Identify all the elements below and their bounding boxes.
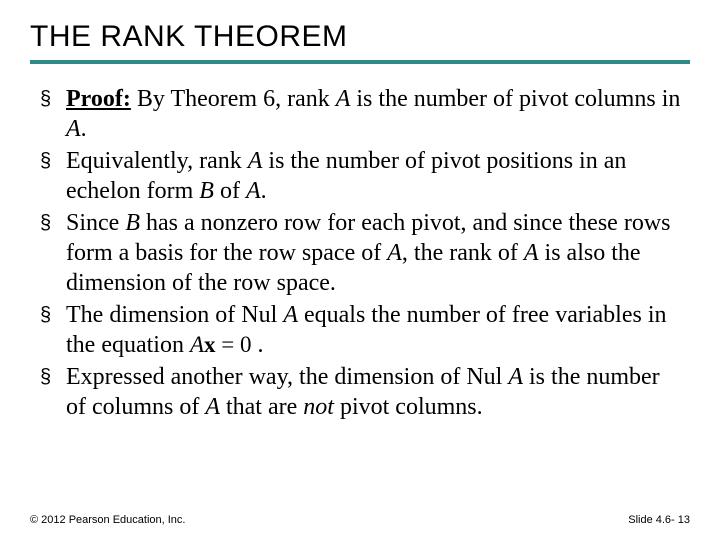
bullet-marker: § [40,208,66,238]
footer: © 2012 Pearson Education, Inc. Slide 4.6… [30,514,690,526]
bullet-text: The dimension of Nul A equals the number… [66,300,684,360]
text-run: that are [220,394,303,420]
text-run: . [252,332,264,358]
emph-not: not [303,394,334,420]
text-run: , the rank of [402,240,524,266]
text-run: The dimension of Nul [66,302,283,328]
var-A: A [336,86,351,112]
bullet-marker: § [40,300,66,330]
bullet-text: Since B has a nonzero row for each pivot… [66,208,684,298]
var-A: A [508,364,523,390]
text-run: . [261,178,267,204]
list-item: § Since B has a nonzero row for each piv… [40,208,684,298]
var-A: A [524,240,539,266]
var-A: A [283,302,298,328]
slide-number: Slide 4.6- 13 [628,514,690,526]
copyright-text: © 2012 Pearson Education, Inc. [30,514,185,526]
slide: THE RANK THEOREM § Proof: By Theorem 6, … [0,0,720,540]
bullet-text: Expressed another way, the dimension of … [66,362,684,422]
list-item: § The dimension of Nul A equals the numb… [40,300,684,360]
text-run: is the number of pivot columns in [350,86,680,112]
bullet-list: § Proof: By Theorem 6, rank A is the num… [30,84,690,422]
bullet-text: Equivalently, rank A is the number of pi… [66,146,684,206]
var-A: A [246,178,261,204]
bullet-text: Proof: By Theorem 6, rank A is the numbe… [66,84,684,144]
text-run: pivot columns. [334,394,483,420]
bullet-marker: § [40,362,66,392]
slide-title: THE RANK THEOREM [30,20,690,64]
list-item: § Equivalently, rank A is the number of … [40,146,684,206]
var-B: B [199,178,214,204]
text-run: Equivalently, rank [66,148,248,174]
var-A: A [66,116,81,142]
proof-label: Proof: [66,86,131,112]
text-run: Expressed another way, the dimension of … [66,364,508,390]
text-run: of [214,178,246,204]
text-run: By Theorem 6, rank [131,86,336,112]
equation-ax0: Ax = 0 [190,332,252,357]
var-A: A [248,148,263,174]
var-A: A [205,394,220,420]
var-B: B [125,210,140,236]
bullet-marker: § [40,146,66,176]
list-item: § Expressed another way, the dimension o… [40,362,684,422]
text-run: Since [66,210,125,236]
bullet-marker: § [40,84,66,114]
var-A: A [387,240,402,266]
list-item: § Proof: By Theorem 6, rank A is the num… [40,84,684,144]
text-run: . [81,116,87,142]
